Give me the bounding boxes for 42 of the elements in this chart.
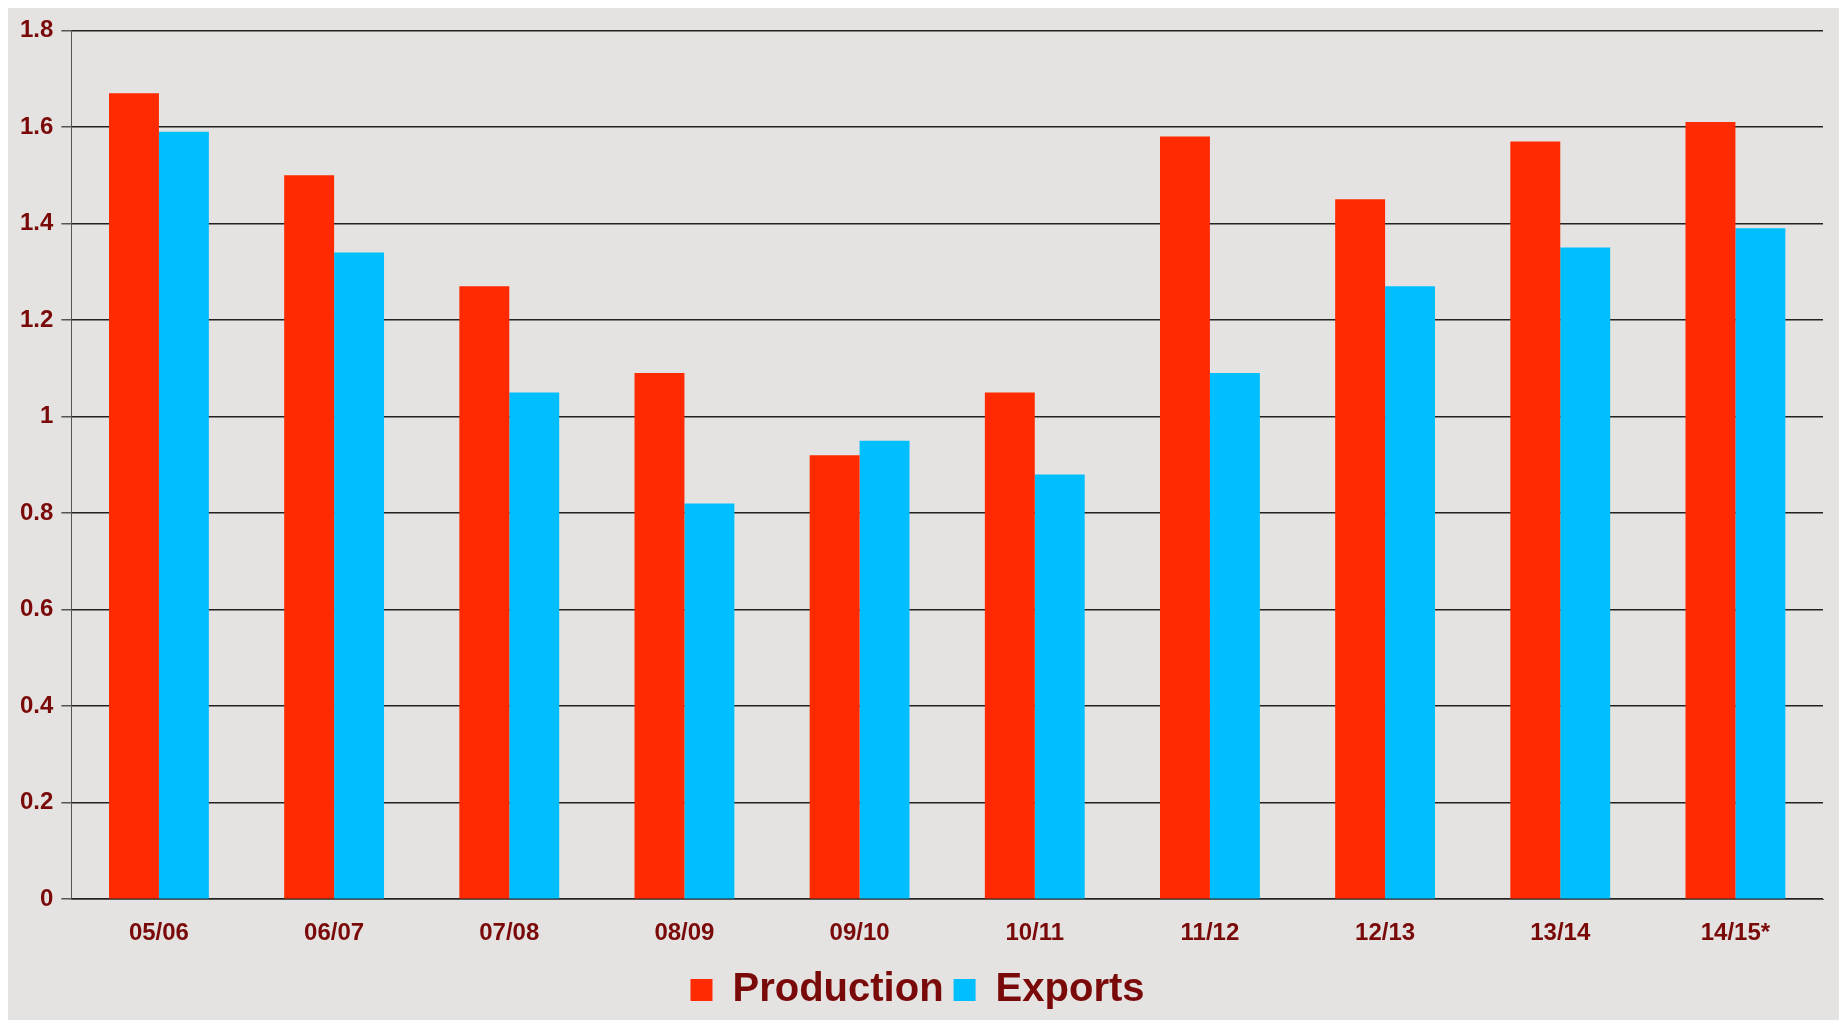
y-tick-label: 0.2 xyxy=(19,787,54,815)
x-tick-label: 05/06 xyxy=(128,918,189,946)
bar xyxy=(109,93,159,899)
x-tick-label: 09/10 xyxy=(829,918,890,946)
bar xyxy=(1335,199,1386,899)
y-tick-label: 1.4 xyxy=(19,208,54,236)
y-tick-label: 0.6 xyxy=(19,594,54,622)
legend-label: Exports xyxy=(995,965,1145,1010)
bar xyxy=(684,503,735,899)
bar xyxy=(1034,474,1085,899)
x-tick-label: 13/14 xyxy=(1530,918,1591,946)
bar xyxy=(1685,122,1736,899)
y-tick-label: 0.8 xyxy=(19,497,54,525)
bar xyxy=(509,392,560,899)
y-tick-label: 0.4 xyxy=(19,690,54,718)
bar xyxy=(1735,228,1786,899)
y-tick-label: 1.8 xyxy=(19,15,54,43)
x-tick-label: 08/09 xyxy=(654,918,715,946)
bar xyxy=(1510,141,1561,899)
x-tick-label: 07/08 xyxy=(479,918,540,946)
x-tick-label: 11/12 xyxy=(1180,918,1240,946)
bar xyxy=(859,440,910,899)
x-tick-label: 14/15* xyxy=(1700,918,1771,946)
x-tick-label: 10/11 xyxy=(1005,918,1065,946)
bar xyxy=(284,175,335,899)
y-tick-label: 1.2 xyxy=(19,304,54,332)
y-tick-label: 1 xyxy=(40,401,54,429)
bar xyxy=(158,131,209,899)
bar xyxy=(1160,136,1210,899)
bar xyxy=(1209,373,1260,899)
bar xyxy=(459,286,510,899)
x-tick-label: 06/07 xyxy=(304,918,365,946)
bar xyxy=(809,455,860,899)
bar xyxy=(984,392,1035,899)
x-tick-label: 12/13 xyxy=(1355,918,1416,946)
bar xyxy=(634,373,685,899)
bar xyxy=(334,252,385,899)
bar xyxy=(1385,286,1436,899)
bar xyxy=(1560,247,1611,899)
legend-label: Production xyxy=(732,965,944,1010)
y-tick-label: 0 xyxy=(40,883,54,911)
y-tick-label: 1.6 xyxy=(19,111,54,139)
